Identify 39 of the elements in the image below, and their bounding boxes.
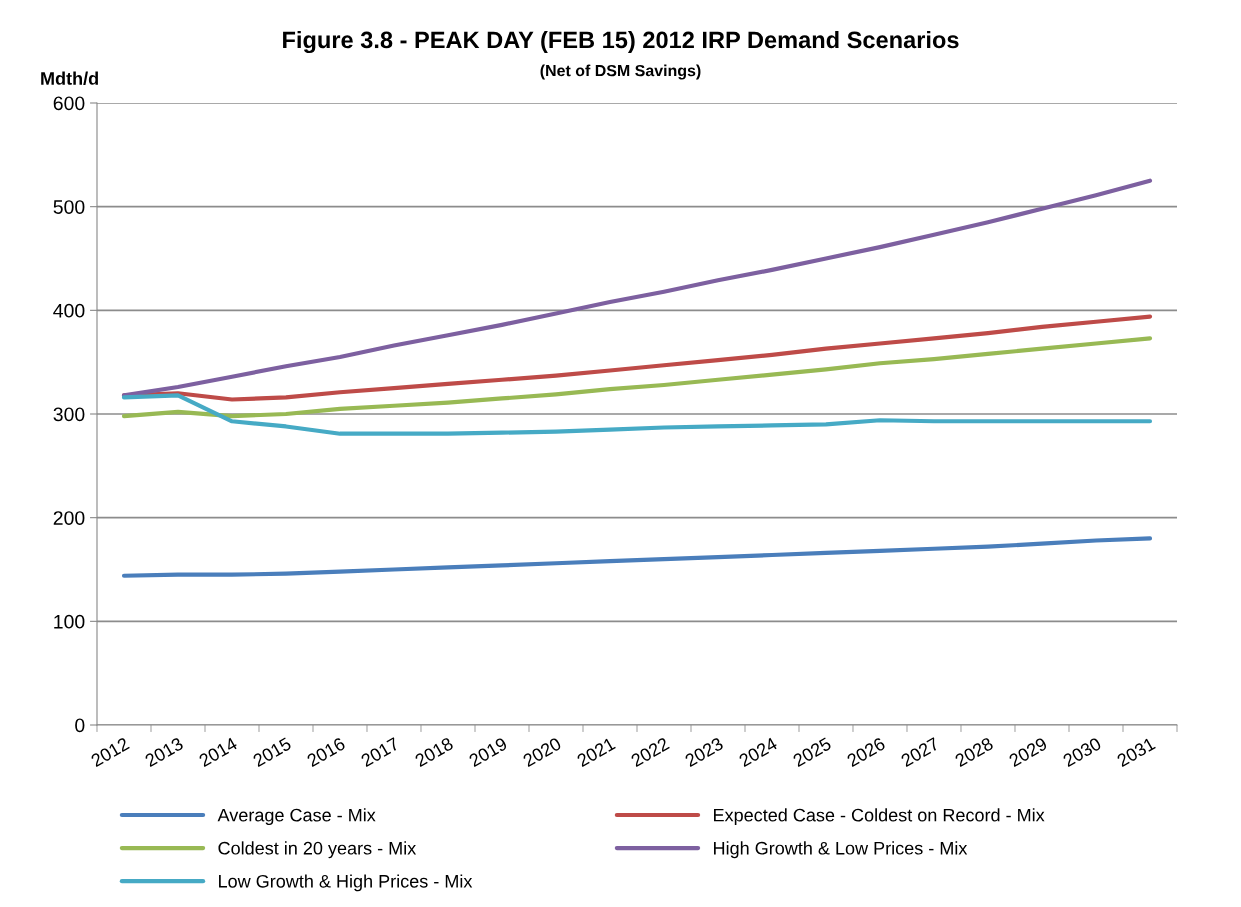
x-tick-label: 2018 <box>414 736 454 768</box>
x-tick-label: 2025 <box>792 736 832 768</box>
y-tick-label: 0 <box>75 718 85 733</box>
line-series <box>121 536 1153 578</box>
x-tick-label: 2026 <box>846 736 886 768</box>
x-tick-label: 2023 <box>684 736 724 768</box>
x-tick-label: 2021 <box>576 736 616 768</box>
x-tick-label: 2030 <box>1062 736 1103 768</box>
x-tick-label: 2015 <box>252 736 292 768</box>
line-series <box>121 178 1153 398</box>
y-tick-label: 300 <box>53 407 85 422</box>
x-tick-label: 2031 <box>1116 736 1156 768</box>
x-tick-label: 2027 <box>900 736 940 768</box>
legend-label: Coldest in 20 years - Mix <box>218 841 417 859</box>
line-series <box>121 336 1153 419</box>
x-tick-label: 2013 <box>144 736 184 768</box>
legend-label: Low Growth & High Prices - Mix <box>219 874 473 892</box>
x-tick-label: 2028 <box>954 736 994 768</box>
x-tick-label: 2016 <box>306 736 346 768</box>
chart-subtitle: (Net of DSM Savings) <box>540 64 701 80</box>
x-tick-label: 2022 <box>630 736 670 768</box>
y-tick-label: 100 <box>54 614 85 629</box>
y-tick-label: 400 <box>53 303 85 318</box>
chart-title: Figure 3.8 - PEAK DAY (FEB 15) 2012 IRP Demand Scenarios <box>283 30 959 54</box>
legend-label: Expected Case - Coldest on Record - Mix <box>714 808 1045 826</box>
x-tick-label: 2019 <box>468 736 508 768</box>
x-tick-label: 2020 <box>522 736 563 768</box>
legend-label: High Growth & Low Prices - Mix <box>714 841 968 859</box>
x-tick-label: 2014 <box>198 736 239 768</box>
x-tick-label: 2012 <box>90 736 130 768</box>
y-tick-label: 200 <box>53 511 85 525</box>
y-tick-label: 500 <box>53 200 85 214</box>
line-series <box>121 393 1153 436</box>
x-tick-label: 2029 <box>1008 736 1048 768</box>
legend-label: Average Case - Mix <box>217 808 376 826</box>
y-tick-label: 600 <box>53 96 85 111</box>
y-axis-title: Mdth/d <box>41 71 98 86</box>
x-tick-label: 2017 <box>360 736 400 768</box>
x-tick-label: 2024 <box>738 736 779 768</box>
